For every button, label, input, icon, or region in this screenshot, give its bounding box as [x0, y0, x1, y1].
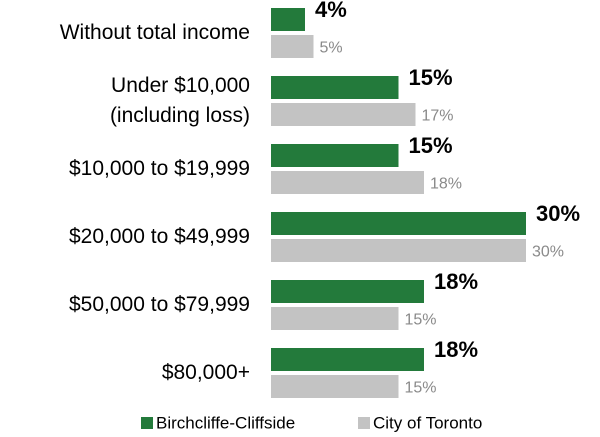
category-label: $10,000 to $19,999 [69, 157, 250, 180]
value-label: 15% [405, 380, 437, 397]
legend-label: City of Toronto [373, 413, 482, 432]
value-label: 30% [532, 244, 564, 261]
bar [271, 35, 314, 58]
category-line: $50,000 to $79,999 [69, 293, 250, 316]
value-label: 18% [434, 269, 478, 294]
value-label: 15% [409, 133, 453, 158]
value-label: 30% [536, 201, 580, 226]
category-line: (including loss) [110, 104, 250, 127]
category-label: $80,000+ [162, 361, 250, 384]
value-label: 15% [405, 312, 437, 329]
category-line: $80,000+ [162, 361, 250, 384]
category-label: $20,000 to $49,999 [69, 225, 250, 248]
category-label: Under $10,000 (including loss) [110, 74, 250, 127]
legend-swatch [141, 417, 153, 429]
category-label: $50,000 to $79,999 [69, 293, 250, 316]
category-line: $20,000 to $49,999 [69, 225, 250, 248]
category-line: $10,000 to $19,999 [69, 157, 250, 180]
legend-swatch [358, 417, 370, 429]
bar [271, 8, 305, 31]
category-label: Without total income [60, 21, 250, 44]
category-line: Without total income [60, 21, 250, 44]
bar [271, 307, 399, 330]
value-label: 4% [315, 0, 347, 22]
bar [271, 171, 424, 194]
category-line: Under $10,000 [111, 74, 250, 97]
bar [271, 348, 424, 371]
bar [271, 103, 416, 126]
bar [271, 280, 424, 303]
bar [271, 375, 399, 398]
bar [271, 239, 526, 262]
value-label: 15% [409, 65, 453, 90]
bar [271, 212, 526, 235]
value-label: 5% [320, 40, 343, 57]
bar [271, 76, 399, 99]
value-label: 17% [422, 108, 454, 125]
legend-label: Birchcliffe-Cliffside [156, 413, 295, 432]
value-label: 18% [430, 176, 462, 193]
bar [271, 144, 399, 167]
value-label: 18% [434, 337, 478, 362]
